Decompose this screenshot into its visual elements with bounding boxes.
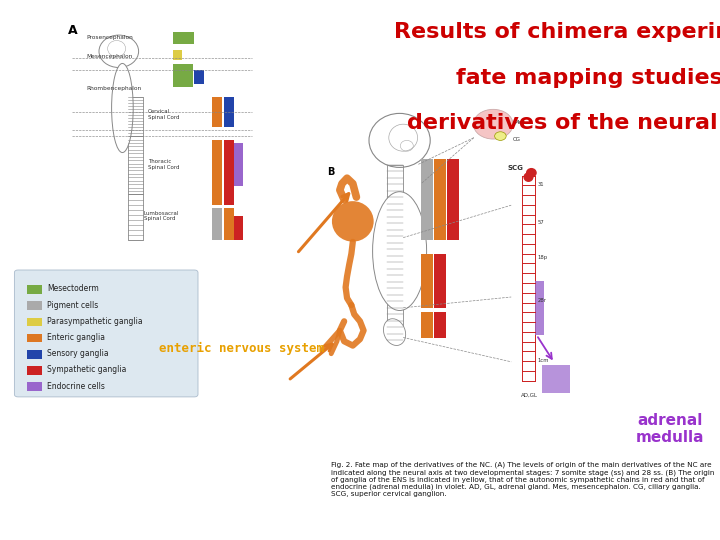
Text: Cervical
Spinal Cord: Cervical Spinal Cord xyxy=(148,109,179,120)
Text: Results of chimera experiments,: Results of chimera experiments, xyxy=(394,22,720,42)
Bar xyxy=(27,301,42,310)
Text: Enteric ganglia: Enteric ganglia xyxy=(47,333,105,342)
Text: Rhombencephalon: Rhombencephalon xyxy=(86,85,142,91)
Ellipse shape xyxy=(526,168,537,178)
Text: Sensory ganglia: Sensory ganglia xyxy=(47,349,109,358)
Text: SCG: SCG xyxy=(508,165,523,171)
Ellipse shape xyxy=(495,132,506,140)
Bar xyxy=(234,216,243,240)
Bar xyxy=(421,254,433,308)
Bar xyxy=(224,97,234,127)
Text: Thoracic
Spinal Cord: Thoracic Spinal Cord xyxy=(148,159,179,170)
Bar xyxy=(212,208,222,240)
Bar xyxy=(27,285,42,294)
Text: 18p: 18p xyxy=(538,255,548,260)
Text: 28r: 28r xyxy=(538,299,547,303)
Bar xyxy=(522,176,535,381)
Bar xyxy=(212,97,222,127)
Bar xyxy=(421,312,433,338)
Text: Pigment cells: Pigment cells xyxy=(47,301,98,309)
Bar xyxy=(27,318,42,326)
Bar xyxy=(447,159,459,240)
Text: Fig. 2. Fate map of the derivatives of the NC. (A) The levels of origin of the m: Fig. 2. Fate map of the derivatives of t… xyxy=(331,462,714,497)
Ellipse shape xyxy=(112,63,133,152)
Text: A: A xyxy=(68,24,78,37)
Text: 31: 31 xyxy=(538,183,544,187)
Bar xyxy=(173,50,182,60)
Ellipse shape xyxy=(332,201,374,242)
Bar xyxy=(128,136,143,194)
Ellipse shape xyxy=(99,35,139,68)
Ellipse shape xyxy=(369,113,431,167)
Text: B: B xyxy=(328,167,335,178)
Bar xyxy=(434,312,446,338)
Text: Parasympathetic ganglia: Parasympathetic ganglia xyxy=(47,317,143,326)
Bar xyxy=(212,140,222,205)
Text: Lumbosacral
Spinal Cord: Lumbosacral Spinal Cord xyxy=(144,211,179,221)
Bar xyxy=(421,159,433,240)
Bar xyxy=(224,140,234,205)
Bar xyxy=(224,208,234,240)
Text: adrenal
medulla: adrenal medulla xyxy=(635,413,704,446)
FancyBboxPatch shape xyxy=(14,270,198,397)
Text: Mesectoderm: Mesectoderm xyxy=(47,285,99,293)
Text: derivatives of the neural crest: derivatives of the neural crest xyxy=(407,113,720,133)
Bar xyxy=(27,366,42,375)
Bar xyxy=(27,382,42,391)
Bar xyxy=(194,70,204,84)
Text: 57: 57 xyxy=(538,220,544,225)
Text: 1cm: 1cm xyxy=(538,358,549,363)
Ellipse shape xyxy=(384,319,405,346)
Bar xyxy=(434,159,446,240)
Bar xyxy=(387,165,403,340)
Text: enteric nervous system: enteric nervous system xyxy=(158,342,324,355)
Bar xyxy=(434,254,446,308)
Text: Prosencephalon: Prosencephalon xyxy=(86,35,133,40)
Bar xyxy=(542,365,570,393)
Bar xyxy=(234,143,243,186)
Bar xyxy=(173,32,194,44)
Text: Mes: Mes xyxy=(513,120,526,125)
Text: Endocrine cells: Endocrine cells xyxy=(47,382,104,390)
Bar xyxy=(27,350,42,359)
Bar xyxy=(128,97,143,136)
Bar xyxy=(128,194,143,240)
Ellipse shape xyxy=(474,109,513,139)
Text: Mesencephalon: Mesencephalon xyxy=(86,54,132,59)
Text: Sympathetic ganglia: Sympathetic ganglia xyxy=(47,366,126,374)
Ellipse shape xyxy=(523,172,534,182)
Text: fate mapping studies -: fate mapping studies - xyxy=(456,68,720,87)
Text: AD,GL: AD,GL xyxy=(521,393,538,398)
Bar xyxy=(173,64,193,87)
Ellipse shape xyxy=(373,192,426,310)
Bar xyxy=(27,334,42,342)
Text: CG: CG xyxy=(513,137,521,142)
Bar xyxy=(535,281,544,335)
